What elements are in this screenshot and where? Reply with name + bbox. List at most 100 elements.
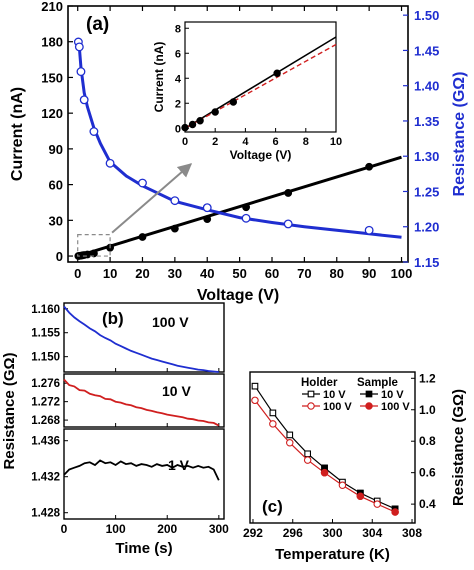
subplot-frame — [63, 373, 225, 428]
current-point — [242, 203, 250, 212]
zoom-arrow — [111, 163, 193, 234]
subplot-y-tick-label: 1.150 — [31, 352, 60, 364]
inset-x-tick-label: 0 — [182, 136, 188, 148]
y-axis-label: Resistance (GΩ) — [450, 389, 467, 506]
series-point — [286, 431, 294, 439]
panel-c: 292 296 300 304 308 0.4 0.6 0.8 1.0 1.2 Temperatur… — [243, 371, 467, 563]
y-tick-label-right: 1.20 — [414, 220, 439, 235]
y-tick-label-right: 1.15 — [414, 255, 439, 270]
y-tick-label: 0.4 — [419, 497, 436, 511]
y-tick-label-right: 1.30 — [414, 149, 439, 164]
series-point — [391, 508, 399, 516]
x-axis-label: Time (s) — [115, 540, 172, 557]
legend-header: Holder — [301, 377, 338, 389]
resistance-point — [76, 67, 86, 77]
x-tick-label: 300 — [322, 526, 342, 540]
subplot-y-tick-label: 1.160 — [31, 304, 60, 316]
subplot-series-line — [63, 459, 220, 481]
current-point — [203, 215, 212, 224]
x-tick-label: 0 — [74, 266, 81, 281]
y-tick-label-right: 1.50 — [414, 8, 439, 23]
series-point — [373, 500, 381, 508]
y-tick-label-left: 210 — [41, 0, 63, 14]
legend-entry: 10 V — [323, 389, 346, 401]
y-tick-label-left: 60 — [49, 178, 63, 193]
series-point — [304, 450, 312, 458]
panel-label: (b) — [102, 309, 124, 328]
y-tick-label-right: 1.40 — [414, 79, 439, 94]
y-axis-label-right: Resistance (GΩ) — [451, 72, 468, 197]
series-point — [251, 382, 259, 390]
y-tick-label-left: 180 — [41, 35, 63, 50]
y-tick-label: 0.8 — [419, 434, 436, 448]
subplot-frame — [63, 302, 225, 373]
series-point — [320, 468, 329, 477]
x-tick-label: 100 — [391, 266, 413, 281]
current-fit-line — [77, 155, 402, 258]
plot-frame — [67, 5, 409, 263]
inset-x-tick-label: 10 — [330, 136, 342, 148]
x-tick-label: 50 — [232, 266, 246, 281]
current-point — [83, 250, 92, 259]
x-tick-label: 10 — [103, 266, 117, 281]
x-axis-label: Temperature (K) — [275, 546, 390, 563]
current-point — [365, 162, 374, 171]
inset-point — [273, 69, 281, 77]
inset-y-axis-label: Current (nA) — [152, 42, 166, 113]
series-point — [303, 456, 312, 464]
resistance-point — [364, 225, 374, 235]
y-tick-label: 0.6 — [419, 466, 436, 480]
subplot-series-line — [63, 305, 219, 373]
inset-fit-line — [184, 36, 337, 129]
y-tick-label: 1.2 — [419, 371, 436, 385]
y-tick-label-right: 1.45 — [414, 43, 439, 58]
x-tick-label: 90 — [362, 266, 376, 281]
subplot-voltage-label: 1 V — [168, 457, 190, 473]
subplot-voltage-label: 100 V — [152, 314, 189, 330]
x-tick-label: 308 — [402, 526, 422, 540]
subplot-y-tick-label: 1.268 — [31, 415, 60, 427]
y-axis-label-left: Current (nA) — [9, 87, 26, 181]
series-point — [286, 439, 294, 447]
inset-point — [188, 120, 197, 129]
inset-x-tick-label: 4 — [242, 136, 249, 148]
x-tick-label: 60 — [265, 266, 279, 281]
current-point — [170, 224, 179, 233]
resistance-point — [170, 196, 180, 206]
series-point — [338, 481, 347, 489]
current-point — [284, 189, 293, 197]
x-tick-label: 0 — [61, 522, 68, 536]
inset-point — [196, 117, 204, 125]
resistance-point — [105, 158, 115, 168]
subplot-frame — [63, 428, 225, 520]
subplot-series-line — [63, 378, 220, 427]
panel-b: 1.150 1.155 1.160 100 V 1.268 1.272 1.276 10 V 1… — [1, 302, 229, 557]
series-point — [251, 396, 259, 405]
series-point — [269, 420, 277, 428]
series-point — [269, 409, 277, 417]
x-tick-label: 70 — [297, 266, 311, 281]
resistance-point — [202, 203, 212, 213]
y-tick-label-left: 30 — [49, 213, 63, 228]
resistance-point — [283, 219, 293, 229]
subplot-y-tick-label: 1.436 — [31, 436, 60, 448]
inset-y-tick-label: 8 — [175, 23, 181, 35]
y-axis-label: Resistance (GΩ) — [1, 352, 18, 469]
inset-x-axis-label: Voltage (V) — [230, 148, 292, 162]
x-axis-label: Voltage (V) — [197, 287, 279, 304]
series-point — [365, 402, 373, 410]
series-point — [365, 390, 373, 398]
y-tick-label-left: 0 — [56, 249, 63, 264]
panel-label: (a) — [86, 14, 109, 35]
subplot-y-tick-label: 1.272 — [31, 397, 60, 409]
resistance-curve — [76, 39, 402, 239]
zoom-box — [77, 234, 111, 257]
x-tick-label: 80 — [330, 266, 344, 281]
resistance-point — [241, 213, 251, 223]
current-point — [90, 249, 98, 258]
subplot-y-tick-label: 1.432 — [31, 472, 60, 484]
legend-header: Sample — [357, 377, 398, 389]
inset-y-tick-label: 2 — [175, 98, 181, 110]
panel-a: 0 10 20 30 40 50 60 70 80 90 100030609012015018021… — [9, 0, 468, 304]
